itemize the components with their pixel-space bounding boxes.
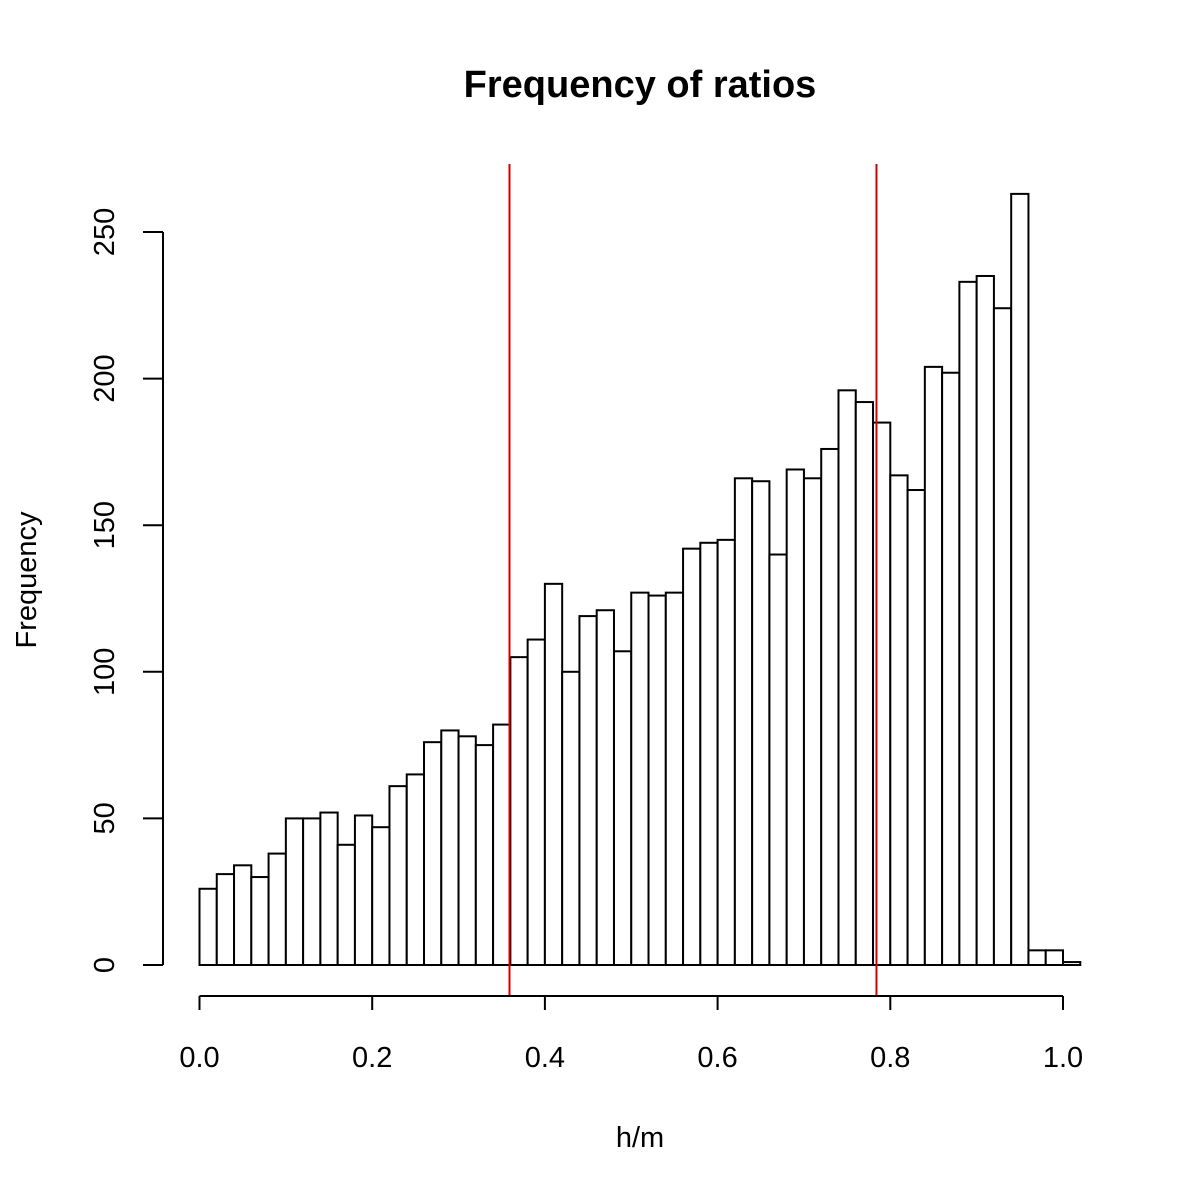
histogram-bar [509,656,529,966]
histogram-bar [612,650,633,966]
histogram-bar [682,547,702,966]
histogram-bar [941,371,961,966]
x-tick-label: 0.6 [697,1042,737,1074]
x-tick-label: 0.2 [352,1042,392,1074]
histogram-bar [319,811,339,967]
y-axis-label: Frequency [11,511,43,649]
histogram-bar [906,489,926,966]
histogram-bar [526,638,546,966]
histogram-bar [647,594,667,966]
histogram-bar [854,401,875,966]
histogram-bar [751,480,771,966]
histogram-bar [267,852,287,966]
y-tick-label: 150 [89,501,121,549]
histogram-bar [975,274,995,967]
x-tick-label: 1.0 [1043,1042,1083,1074]
histogram-bar [733,477,754,966]
histogram-bar [837,389,857,966]
histogram-bar [716,538,736,966]
histogram-bar [302,817,322,967]
y-axis: 0 50 100 150 200 250 [89,208,164,973]
histogram-bar [371,826,391,966]
histogram-bar [992,307,1013,966]
histogram-bar [820,447,840,966]
histogram-bar [923,365,944,966]
x-axis: 0.0 0.2 0.4 0.6 0.8 1.0 [179,995,1083,1074]
histogram-bar [492,723,512,966]
histogram-bar [768,553,788,967]
histogram-bar [578,615,598,966]
histogram-bar [284,817,305,967]
x-axis-label: h/m [616,1122,664,1154]
histogram-bar [198,887,218,967]
histogram-bar [561,670,581,966]
y-tick-label: 200 [89,354,121,402]
histogram-bar [802,477,823,966]
histogram-bar [664,591,685,966]
histogram-bar [1044,949,1064,967]
histogram-bar [457,735,477,967]
histogram-bar [1027,949,1047,967]
histogram-bar [958,280,978,966]
histogram-bar [474,744,495,966]
histogram-bar [423,741,443,967]
histogram-bar [336,843,356,967]
x-tick-label: 0.4 [525,1042,565,1074]
y-tick-label: 0 [89,957,121,973]
y-tick-label: 250 [89,208,121,256]
histogram-bar [440,729,460,966]
histogram-bar [353,814,374,967]
y-tick-label: 100 [89,648,121,696]
histogram-bar [233,864,253,967]
histogram-bar [405,773,426,966]
histogram-bar [699,541,719,966]
histogram-bar [1010,192,1030,967]
histogram-bar [543,582,564,967]
x-tick-label: 0.8 [870,1042,910,1074]
histogram-bar [388,785,408,967]
histogram-bar [215,873,236,966]
histogram-bar [595,609,615,967]
histogram-bar [785,468,805,966]
histogram-bar [1062,961,1082,966]
histogram-bar [889,474,909,966]
histogram-bar [630,591,650,966]
x-tick-label: 0.0 [179,1042,219,1074]
reference-lines-group [508,164,878,996]
y-tick-label: 50 [89,802,121,834]
bars-group [198,192,1082,967]
histogram-bar [250,876,270,966]
chart-title: Frequency of ratios [464,64,817,106]
